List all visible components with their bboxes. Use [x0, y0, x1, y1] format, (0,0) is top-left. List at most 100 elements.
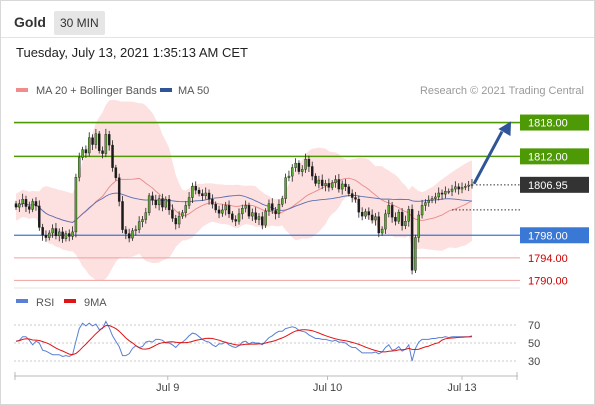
candle [174, 214, 177, 230]
candle [454, 181, 457, 193]
candle [181, 209, 184, 219]
candle [464, 183, 467, 191]
candle [437, 187, 440, 201]
candle [121, 195, 124, 234]
candle [211, 194, 214, 209]
candle [167, 195, 171, 215]
candle [48, 230, 51, 241]
candle [14, 200, 18, 210]
timestamp: Tuesday, July 13, 2021 1:35:13 AM CET [16, 45, 248, 60]
ma50-line [15, 192, 473, 223]
candle [387, 199, 391, 218]
candle [28, 201, 31, 214]
candle [157, 195, 161, 211]
candle [370, 209, 374, 224]
candle [221, 204, 224, 217]
candle [470, 179, 474, 189]
candle [117, 173, 121, 207]
candle [74, 173, 78, 238]
candle [314, 173, 317, 187]
candle [404, 215, 407, 230]
legend-label-bollinger: MA 20 + Bollinger Bands [36, 85, 157, 97]
candle [141, 215, 144, 228]
candle [71, 226, 74, 240]
candle [24, 195, 28, 213]
candle [430, 195, 434, 204]
interval-badge[interactable]: 30 MIN [54, 11, 105, 35]
candle [18, 199, 21, 212]
candle [394, 212, 397, 226]
candle [58, 228, 61, 242]
candle [164, 196, 168, 210]
candle [467, 180, 470, 192]
level-tag-1818.00 [520, 114, 589, 131]
candle [284, 173, 287, 204]
candle [281, 195, 284, 208]
candle [384, 209, 387, 234]
candle [161, 193, 164, 212]
candle [271, 198, 274, 214]
candle [171, 204, 174, 222]
candle [111, 140, 114, 172]
candle [207, 189, 211, 205]
forecast-arrow-head [498, 121, 512, 137]
candle [420, 199, 424, 219]
candle [367, 207, 371, 220]
candle [450, 184, 454, 197]
candle [44, 230, 48, 242]
legend-label-ma50: MA 50 [178, 85, 209, 97]
rsi-tick-70: 70 [528, 320, 540, 332]
rsi-tick-30: 30 [528, 356, 540, 368]
candle [147, 193, 151, 216]
x-tick-label: Jul 9 [156, 382, 179, 394]
level-label-1812.00: 1812.00 [528, 151, 568, 163]
candle [114, 164, 118, 181]
candle [194, 181, 197, 195]
last-price-tag [520, 176, 589, 193]
level-tag-1812.00 [520, 148, 589, 165]
candle [427, 195, 430, 207]
candle [340, 180, 344, 195]
last-price-label: 1806.95 [528, 180, 568, 192]
candle [327, 178, 331, 192]
candle [51, 224, 54, 238]
candle [354, 191, 357, 203]
candle [154, 194, 158, 209]
x-tick-label: Jul 13 [447, 382, 476, 394]
candle [301, 165, 304, 177]
candle [41, 223, 44, 241]
candle [377, 211, 381, 238]
candle [364, 208, 367, 219]
candle [204, 187, 207, 200]
candle [251, 208, 254, 221]
candle [134, 225, 138, 236]
candle [374, 213, 377, 226]
x-tick-label: Jul 10 [313, 382, 342, 394]
candle [460, 182, 464, 194]
candle [21, 193, 24, 208]
candle [410, 204, 414, 275]
legend-swatch-bollinger [16, 88, 28, 92]
candle [424, 199, 427, 211]
candle [91, 134, 94, 151]
candle [287, 170, 291, 182]
candle [311, 161, 314, 181]
forecast-arrow-shaft [472, 130, 504, 185]
level-label-1790.00: 1790.00 [528, 275, 568, 287]
candle [124, 226, 128, 240]
candle [81, 146, 84, 161]
candle [64, 230, 68, 242]
candle [400, 207, 404, 231]
candle [187, 191, 191, 209]
chart-credit: Research © 2021 Trading Central [420, 85, 584, 97]
candle [201, 189, 204, 201]
candle [61, 227, 64, 243]
legend-label-9ma: 9MA [84, 297, 107, 309]
candle [244, 200, 247, 213]
candle [101, 146, 104, 159]
candle [237, 208, 241, 225]
candle [317, 175, 321, 189]
candle [241, 204, 244, 220]
candle [267, 199, 271, 216]
candle [131, 227, 134, 241]
